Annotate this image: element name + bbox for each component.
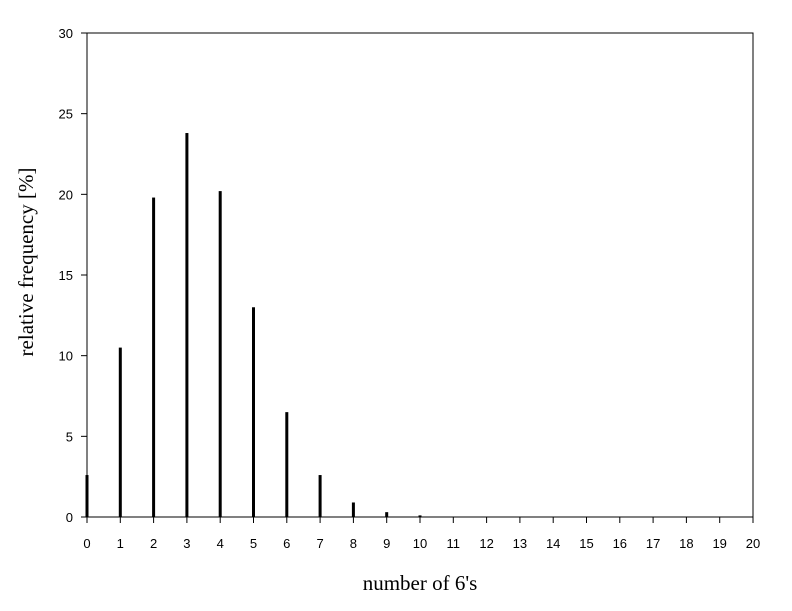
x-tick-label: 4 — [217, 536, 224, 551]
y-tick-label: 30 — [59, 26, 73, 41]
x-axis-label: number of 6's — [363, 571, 478, 595]
bar — [185, 133, 189, 517]
y-tick-label: 15 — [59, 268, 73, 283]
x-tick-label: 14 — [546, 536, 560, 551]
x-tick-label: 3 — [183, 536, 190, 551]
x-tick-label: 6 — [283, 536, 290, 551]
bar — [218, 191, 222, 517]
y-tick-label: 25 — [59, 107, 73, 122]
bar — [351, 502, 355, 517]
bar — [252, 307, 255, 517]
y-axis-label: relative frequency [%] — [14, 168, 38, 357]
bar — [152, 197, 156, 517]
y-tick-label: 0 — [66, 510, 73, 525]
x-tick-label: 15 — [579, 536, 593, 551]
y-tick-label: 5 — [66, 429, 73, 444]
x-tick-label: 5 — [250, 536, 257, 551]
x-tick-label: 11 — [447, 536, 461, 551]
x-tick-label: 2 — [150, 536, 157, 551]
x-tick-label: 7 — [316, 536, 323, 551]
bar — [118, 347, 122, 517]
x-tick-label: 20 — [746, 536, 760, 551]
bar — [318, 475, 322, 517]
x-tick-label: 12 — [479, 536, 493, 551]
bar — [285, 412, 289, 517]
x-tick-label: 19 — [712, 536, 726, 551]
x-tick-label: 13 — [513, 536, 527, 551]
bar — [418, 515, 422, 517]
bar — [85, 475, 89, 517]
x-tick-label: 9 — [383, 536, 390, 551]
x-tick-label: 10 — [413, 536, 427, 551]
x-tick-label: 18 — [679, 536, 693, 551]
x-tick-label: 8 — [350, 536, 357, 551]
y-tick-label: 10 — [59, 349, 73, 364]
x-tick-label: 0 — [83, 536, 90, 551]
y-tick-label: 20 — [59, 187, 73, 202]
bar — [385, 512, 389, 517]
x-tick-label: 16 — [613, 536, 627, 551]
x-tick-label: 17 — [646, 536, 660, 551]
x-tick-label: 1 — [117, 536, 124, 551]
